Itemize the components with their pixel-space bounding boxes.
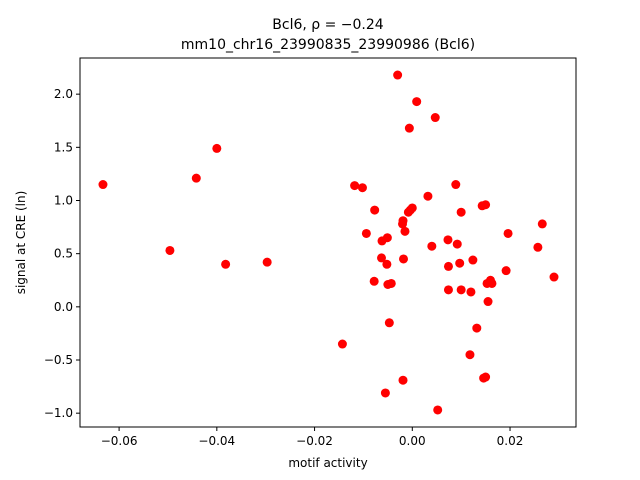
data-point-49 <box>481 372 491 382</box>
points-layer <box>98 70 559 415</box>
x-axis-label: motif activity <box>288 456 367 470</box>
data-point-23 <box>398 375 408 385</box>
data-point-37 <box>443 285 453 295</box>
data-point-33 <box>430 113 440 123</box>
data-point-0 <box>98 180 108 190</box>
data-point-7 <box>350 181 360 191</box>
data-point-1 <box>165 245 175 255</box>
data-point-39 <box>452 239 462 249</box>
data-point-8 <box>357 183 367 193</box>
data-point-35 <box>443 235 453 245</box>
plot-frame <box>79 57 577 428</box>
data-point-40 <box>455 258 465 268</box>
data-point-3 <box>212 143 222 153</box>
y-tick-label: −0.5 <box>44 353 73 367</box>
chart-title-line1: Bcl6, ρ = −0.24 <box>272 17 384 33</box>
data-point-36 <box>443 261 453 271</box>
y-tick-label: 0.5 <box>54 247 73 261</box>
x-tick-label: −0.04 <box>198 434 235 448</box>
data-point-5 <box>262 257 272 267</box>
data-point-31 <box>423 191 433 201</box>
data-point-41 <box>456 207 466 217</box>
data-point-44 <box>466 287 476 297</box>
data-point-22 <box>398 216 408 226</box>
data-point-20 <box>393 70 403 80</box>
data-point-6 <box>337 339 347 349</box>
y-tick-label: 2.0 <box>54 87 73 101</box>
data-point-45 <box>468 255 478 265</box>
x-tick-label: 0.02 <box>497 434 524 448</box>
data-point-54 <box>487 278 497 288</box>
data-point-10 <box>369 276 379 286</box>
data-point-50 <box>481 200 491 210</box>
data-point-11 <box>370 205 380 215</box>
data-point-18 <box>384 318 394 328</box>
data-point-55 <box>501 266 511 276</box>
chart-title-line2: mm10_chr16_23990835_23990986 (Bcl6) <box>181 37 475 53</box>
data-point-43 <box>465 350 475 360</box>
y-tick-label: 1.5 <box>54 140 73 154</box>
data-point-30 <box>412 97 422 107</box>
data-point-19 <box>386 278 396 288</box>
data-point-15 <box>382 259 392 269</box>
data-point-4 <box>221 259 231 269</box>
data-point-24 <box>399 254 408 264</box>
data-point-25 <box>400 226 410 236</box>
data-point-59 <box>549 272 559 282</box>
x-axis-ticks: −0.06 −0.04 −0.02 0.00 0.02 <box>101 427 524 448</box>
x-tick-label: 0.00 <box>399 434 426 448</box>
y-tick-label: 1.0 <box>54 193 73 207</box>
data-point-32 <box>427 241 437 251</box>
y-tick-label: −1.0 <box>44 406 73 420</box>
data-point-2 <box>191 173 201 183</box>
data-point-52 <box>483 297 493 307</box>
data-point-38 <box>451 180 461 190</box>
data-point-57 <box>533 242 543 252</box>
x-tick-label: −0.06 <box>101 434 138 448</box>
y-axis-ticks: −1.0 −0.5 0.0 0.5 1.0 1.5 2.0 <box>44 87 80 420</box>
data-point-27 <box>404 123 414 133</box>
data-point-46 <box>472 323 482 333</box>
data-point-14 <box>380 388 390 398</box>
data-point-34 <box>433 405 443 415</box>
data-point-16 <box>382 233 392 243</box>
data-point-42 <box>456 285 466 295</box>
data-point-9 <box>361 228 371 238</box>
data-point-12 <box>377 253 387 263</box>
y-axis-label: signal at CRE (ln) <box>14 191 28 295</box>
x-tick-label: −0.02 <box>296 434 333 448</box>
data-point-29 <box>407 203 417 213</box>
y-tick-label: 0.0 <box>54 300 73 314</box>
data-point-58 <box>537 219 547 229</box>
data-point-56 <box>503 228 513 238</box>
